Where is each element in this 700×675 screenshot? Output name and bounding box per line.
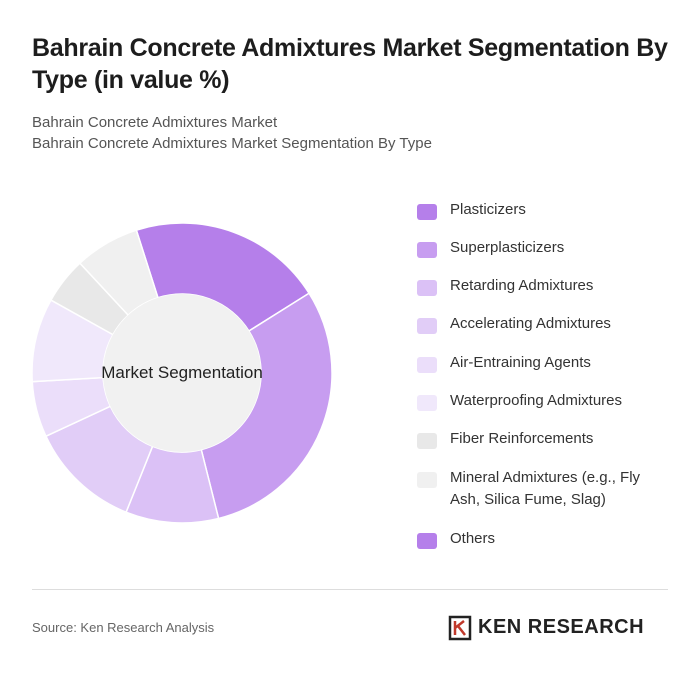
legend-swatch [417, 395, 437, 411]
legend-label: Retarding Admixtures [450, 277, 594, 294]
legend-label: Air-Entraining Agents [450, 354, 591, 371]
legend-label: Mineral Admixtures (e.g., Fly Ash, Silic… [450, 469, 641, 508]
legend-swatch [417, 472, 437, 488]
legend-label: Accelerating Admixtures [450, 315, 611, 332]
brand-name: KEN RESEARCH [478, 616, 645, 638]
chart-title: Bahrain Concrete Admixtures Market Segme… [32, 34, 668, 94]
legend-swatch [417, 280, 437, 296]
donut-slices [31, 222, 333, 524]
footer-divider [32, 589, 668, 590]
donut-center-label: Market Segmentation [101, 363, 263, 382]
legend-label: Superplasticizers [450, 239, 565, 256]
legend-label: Waterproofing Admixtures [450, 392, 623, 409]
legend-swatch [417, 242, 437, 258]
chart-subtitle-market: Bahrain Concrete Admixtures Market [32, 114, 278, 131]
legend-swatch [417, 533, 437, 549]
donut-hole [103, 294, 261, 452]
ken-research-logo-icon [448, 615, 472, 641]
legend-label: Fiber Reinforcements [450, 430, 594, 447]
legend-swatch [417, 318, 437, 334]
donut-slice-mineral-admixtures-e-g-fly-ash-silica-fume-slag [78, 229, 159, 317]
legend-swatch [417, 357, 437, 373]
legend-swatch [417, 433, 437, 449]
legend-label: Plasticizers [450, 201, 526, 218]
legend-swatch [417, 204, 437, 220]
donut-chart [31, 222, 333, 524]
brand-logo: KEN RESEARCH [448, 615, 644, 641]
legend-label: Others [450, 530, 496, 547]
source-note: Source: Ken Research Analysis [32, 620, 215, 635]
chart-subtitle-segmentation: Bahrain Concrete Admixtures Market Segme… [32, 135, 432, 152]
